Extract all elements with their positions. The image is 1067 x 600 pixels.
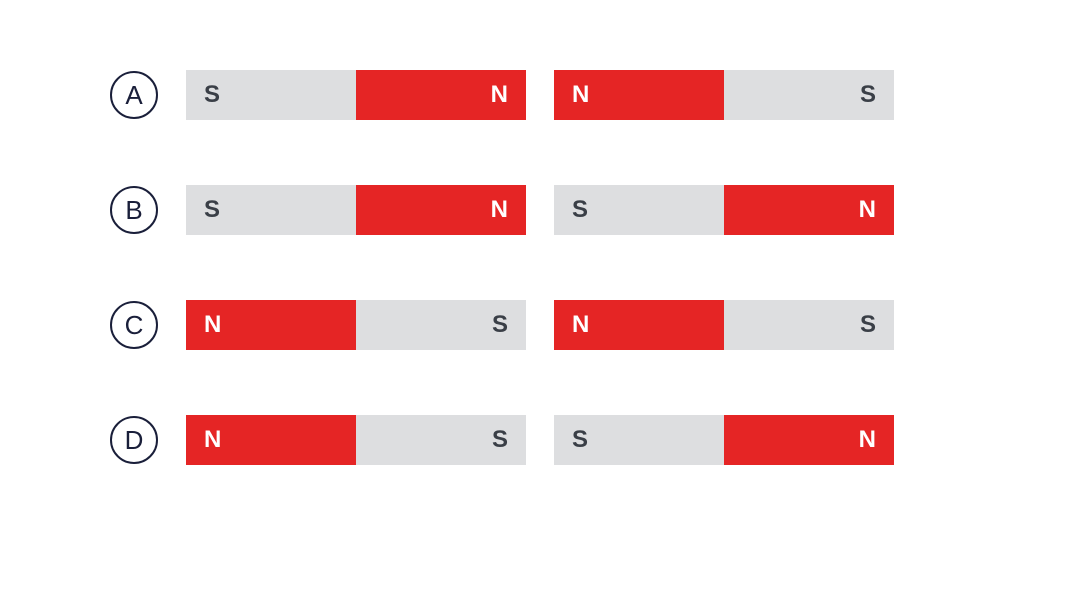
magnet: S N [186,70,526,120]
magnet: S N [554,415,894,465]
pole-letter: N [859,196,876,224]
magnet-pole-left: N [554,70,724,120]
magnet-pair: N S N S [186,300,957,350]
pole-letter: S [204,196,220,224]
option-label-circle: D [110,416,158,464]
magnet: N S [554,70,894,120]
magnet-pole-right: N [356,185,526,235]
option-label: B [125,195,142,226]
magnet: N S [186,415,526,465]
magnet-pole-left: S [554,185,724,235]
pole-letter: N [572,311,589,339]
pole-letter: S [860,311,876,339]
pole-letter: S [492,426,508,454]
magnet-pole-right: N [356,70,526,120]
magnet-pole-left: S [186,185,356,235]
option-row-b: B S N S N [110,185,957,235]
magnet-pole-left: N [186,300,356,350]
option-label: C [125,310,144,341]
option-label-circle: C [110,301,158,349]
pole-letter: N [491,81,508,109]
option-label: D [125,425,144,456]
magnet-pair: N S S N [186,415,957,465]
magnet-pole-left: S [554,415,724,465]
pole-letter: N [204,426,221,454]
option-label-circle: B [110,186,158,234]
option-row-d: D N S S N [110,415,957,465]
pole-letter: S [492,311,508,339]
magnet: N S [554,300,894,350]
magnet-pole-right: S [724,70,894,120]
pole-letter: S [572,196,588,224]
magnet-pole-right: N [724,415,894,465]
pole-letter: N [204,311,221,339]
option-label-circle: A [110,71,158,119]
pole-letter: N [572,81,589,109]
magnet-pole-left: S [186,70,356,120]
magnet: S N [554,185,894,235]
option-label: A [125,80,142,111]
magnet-pole-right: S [356,415,526,465]
magnet-pole-right: N [724,185,894,235]
pole-letter: S [860,81,876,109]
magnet-pole-right: S [724,300,894,350]
magnet-pole-right: S [356,300,526,350]
magnet-pair: S N N S [186,70,957,120]
pole-letter: N [491,196,508,224]
magnet-pole-left: N [186,415,356,465]
magnet: N S [186,300,526,350]
option-row-c: C N S N S [110,300,957,350]
option-row-a: A S N N S [110,70,957,120]
magnet-pair: S N S N [186,185,957,235]
pole-letter: N [859,426,876,454]
magnet: S N [186,185,526,235]
magnet-pole-left: N [554,300,724,350]
pole-letter: S [204,81,220,109]
pole-letter: S [572,426,588,454]
